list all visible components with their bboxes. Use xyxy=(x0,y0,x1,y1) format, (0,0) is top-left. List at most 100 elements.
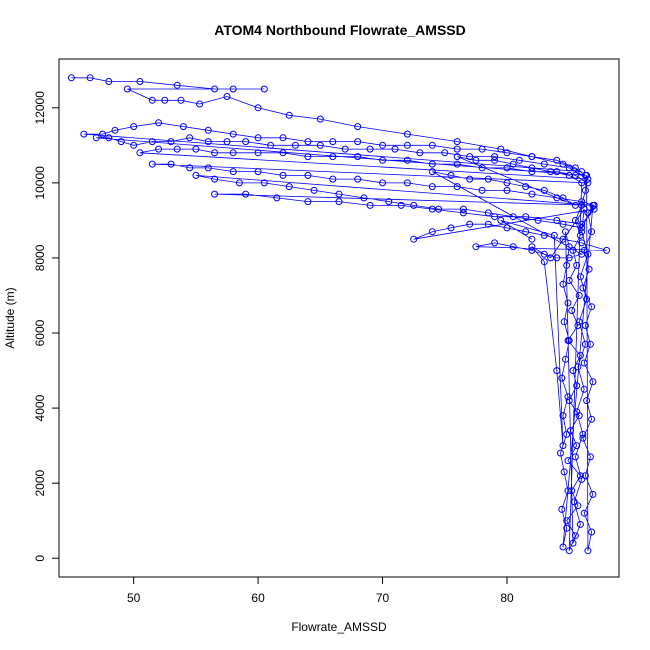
data-point xyxy=(285,183,293,191)
data-point xyxy=(229,168,237,176)
data-point xyxy=(459,209,467,217)
data-point xyxy=(428,168,436,176)
data-point xyxy=(379,179,387,187)
data-point xyxy=(416,149,424,157)
data-point xyxy=(291,141,299,149)
series-lines xyxy=(71,77,607,551)
data-point xyxy=(80,130,88,138)
data-point xyxy=(509,213,517,221)
y-tick-label: 2000 xyxy=(33,469,47,496)
data-point xyxy=(571,216,579,224)
data-point xyxy=(579,434,587,442)
data-point xyxy=(568,487,576,495)
data-point xyxy=(223,93,231,100)
data-point xyxy=(571,532,579,540)
data-point xyxy=(478,145,486,153)
data-point xyxy=(528,243,536,251)
data-point xyxy=(254,134,262,142)
data-point xyxy=(329,138,337,146)
data-point xyxy=(279,171,287,179)
data-point xyxy=(360,194,368,202)
data-point xyxy=(403,130,411,138)
data-point xyxy=(540,160,548,168)
data-point xyxy=(155,145,163,153)
data-point xyxy=(575,318,583,326)
data-point xyxy=(173,145,181,153)
data-point xyxy=(335,190,343,198)
data-point xyxy=(366,201,374,209)
data-point xyxy=(447,224,455,232)
data-point xyxy=(580,385,588,393)
data-point xyxy=(453,145,461,153)
data-point xyxy=(167,160,175,168)
data-point xyxy=(586,453,594,461)
data-point xyxy=(279,149,287,157)
data-point xyxy=(562,355,569,363)
data-point xyxy=(279,134,287,142)
series-line xyxy=(71,77,607,551)
data-point xyxy=(472,243,480,251)
plot-frame xyxy=(58,58,620,578)
data-point xyxy=(564,393,572,401)
data-point xyxy=(569,539,577,547)
data-point xyxy=(589,378,597,386)
data-point xyxy=(565,397,573,405)
data-point xyxy=(576,352,584,359)
data-point xyxy=(559,543,567,551)
data-point xyxy=(196,100,204,108)
data-point xyxy=(557,449,564,457)
data-point xyxy=(403,179,411,187)
data-point xyxy=(584,250,592,258)
data-point xyxy=(578,228,586,236)
data-point xyxy=(581,340,589,348)
data-point xyxy=(161,96,169,104)
data-point xyxy=(92,134,100,142)
data-point xyxy=(491,156,499,164)
data-point xyxy=(211,190,219,198)
data-point xyxy=(242,190,250,198)
data-point xyxy=(588,415,596,423)
data-point xyxy=(428,160,436,168)
data-point xyxy=(528,190,536,198)
data-point xyxy=(573,382,581,390)
data-point xyxy=(403,156,411,164)
data-point xyxy=(573,261,581,269)
data-point xyxy=(562,228,569,236)
x-tick-label: 80 xyxy=(500,591,514,605)
y-tick-label: 8000 xyxy=(33,244,47,271)
data-point xyxy=(497,216,505,224)
data-point xyxy=(565,243,573,251)
data-point xyxy=(576,472,584,480)
data-point xyxy=(341,145,349,153)
data-point xyxy=(329,153,337,161)
data-point xyxy=(204,164,212,172)
data-point xyxy=(580,509,588,517)
data-point xyxy=(569,246,577,254)
y-tick-label: 4000 xyxy=(33,394,47,421)
data-point xyxy=(564,299,572,307)
data-point xyxy=(155,119,163,127)
data-point xyxy=(130,123,138,131)
data-point xyxy=(581,472,589,480)
data-point xyxy=(204,126,212,134)
data-point xyxy=(123,85,131,93)
data-point xyxy=(428,141,436,149)
data-point xyxy=(179,123,187,131)
y-tick-label: 12000 xyxy=(33,91,47,125)
data-point xyxy=(578,179,586,187)
data-point xyxy=(148,138,156,146)
data-point xyxy=(509,160,517,168)
data-point xyxy=(585,265,593,273)
data-point xyxy=(453,138,461,146)
data-point xyxy=(497,145,505,153)
data-point xyxy=(588,528,596,536)
data-point xyxy=(580,359,588,367)
data-point xyxy=(528,164,536,172)
data-point xyxy=(491,153,499,161)
data-point xyxy=(354,153,362,161)
data-point xyxy=(560,318,568,326)
data-point xyxy=(428,183,436,191)
data-point xyxy=(579,430,587,438)
data-point xyxy=(379,141,387,149)
data-point xyxy=(484,220,492,228)
